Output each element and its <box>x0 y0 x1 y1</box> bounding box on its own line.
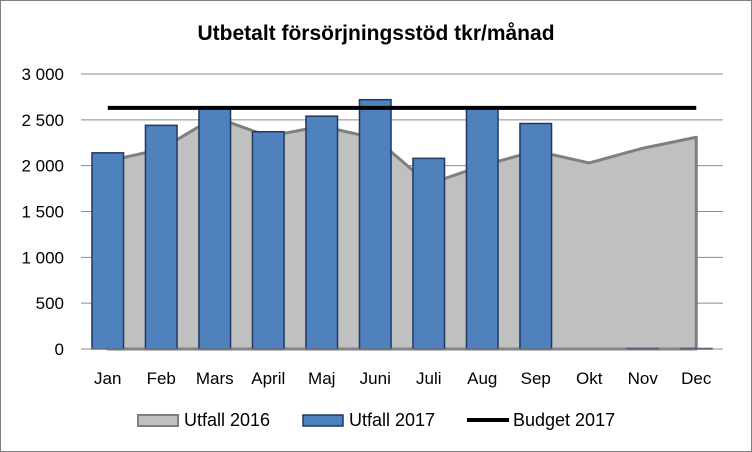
chart-title: Utbetalt försörjningsstöd tkr/månad <box>197 22 554 45</box>
x-tick-label-april: April <box>251 369 285 388</box>
legend-label-utfall-2016: Utfall 2016 <box>184 410 270 430</box>
x-tick-label-dec: Dec <box>681 369 712 388</box>
bar-feb <box>144 124 178 350</box>
x-tick-label-aug: Aug <box>467 369 497 388</box>
bar-jan <box>91 152 125 350</box>
x-tick-label-feb: Feb <box>147 369 176 388</box>
y-tick-label-2000: 2 000 <box>21 157 64 176</box>
x-tick-label-mars: Mars <box>196 369 234 388</box>
x-tick-label-okt: Okt <box>576 369 603 388</box>
y-tick-label-1500: 1 500 <box>21 203 64 222</box>
bar-april <box>251 131 285 350</box>
area-series-utfall-2016 <box>106 115 698 351</box>
axes: 0 500 1 000 1 500 2 000 2 500 3 000 Jan Feb Mars A… <box>21 65 723 388</box>
x-tick-label-jan: Jan <box>94 369 121 388</box>
bar-maj <box>305 115 339 350</box>
y-tick-label-0: 0 <box>55 340 64 359</box>
x-tick-label-maj: Maj <box>308 369 335 388</box>
bar-aug <box>465 107 499 350</box>
bar-mars <box>198 108 232 350</box>
y-tick-label-500: 500 <box>36 294 64 313</box>
legend-swatch-utfall-2016 <box>137 414 179 427</box>
area-utfall-2016 <box>106 115 698 351</box>
y-tick-label-2500: 2 500 <box>21 111 64 130</box>
legend-label-utfall-2017: Utfall 2017 <box>349 410 435 430</box>
bar-juni <box>358 98 392 350</box>
bar-sep <box>519 122 553 350</box>
legend: Utfall 2016 Utfall 2017 Budget 2017 <box>137 410 615 430</box>
bar-series-utfall-2017 <box>91 98 713 350</box>
x-tick-label-juni: Juni <box>360 369 391 388</box>
x-tick-label-juli: Juli <box>416 369 442 388</box>
y-tick-label-1000: 1 000 <box>21 248 64 267</box>
x-tick-label-nov: Nov <box>628 369 659 388</box>
legend-swatch-utfall-2017 <box>302 414 344 427</box>
y-tick-label-3000: 3 000 <box>21 65 64 84</box>
bar-juli <box>412 157 446 350</box>
x-tick-label-sep: Sep <box>521 369 551 388</box>
legend-label-budget-2017: Budget 2017 <box>513 410 615 430</box>
